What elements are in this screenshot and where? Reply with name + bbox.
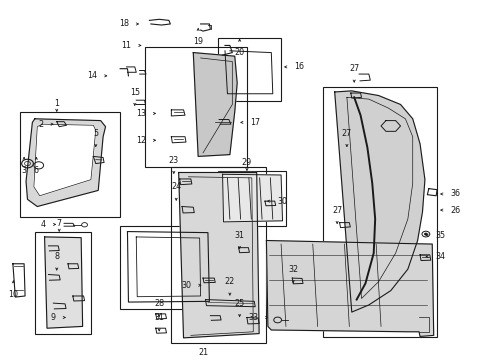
Text: 2: 2 bbox=[39, 120, 43, 129]
Text: 15: 15 bbox=[129, 87, 140, 96]
Text: 27: 27 bbox=[348, 64, 359, 73]
Text: 27: 27 bbox=[341, 129, 351, 138]
Text: 1: 1 bbox=[54, 99, 59, 108]
Polygon shape bbox=[44, 237, 82, 328]
Bar bbox=[217, 38, 281, 101]
Text: 16: 16 bbox=[294, 62, 304, 71]
Text: 3: 3 bbox=[21, 166, 26, 175]
Polygon shape bbox=[34, 124, 96, 196]
Text: 30: 30 bbox=[181, 281, 191, 290]
Text: 8: 8 bbox=[54, 252, 59, 261]
Text: 22: 22 bbox=[224, 277, 235, 286]
Text: 29: 29 bbox=[242, 158, 251, 167]
Polygon shape bbox=[178, 172, 259, 338]
Text: 25: 25 bbox=[234, 299, 244, 308]
Bar bbox=[322, 87, 436, 337]
Polygon shape bbox=[26, 119, 105, 207]
Text: 19: 19 bbox=[193, 37, 203, 46]
Text: 26: 26 bbox=[449, 206, 460, 215]
Text: 21: 21 bbox=[198, 348, 208, 357]
Text: 12: 12 bbox=[136, 136, 146, 145]
Polygon shape bbox=[334, 91, 424, 312]
Text: 35: 35 bbox=[435, 231, 445, 240]
Text: 10: 10 bbox=[8, 289, 19, 298]
Text: 30: 30 bbox=[277, 197, 286, 206]
Text: 24: 24 bbox=[171, 183, 181, 192]
Text: 9: 9 bbox=[51, 313, 56, 322]
Polygon shape bbox=[193, 53, 237, 156]
Polygon shape bbox=[222, 174, 282, 222]
Text: 14: 14 bbox=[87, 71, 97, 80]
Text: 27: 27 bbox=[331, 206, 342, 215]
Bar bbox=[120, 226, 215, 309]
Text: 31: 31 bbox=[234, 231, 244, 240]
Bar bbox=[144, 47, 246, 167]
Text: 34: 34 bbox=[435, 252, 445, 261]
Text: 32: 32 bbox=[287, 265, 298, 274]
Text: 6: 6 bbox=[34, 166, 39, 175]
Text: 20: 20 bbox=[234, 48, 244, 57]
Bar bbox=[20, 112, 120, 217]
Bar bbox=[217, 171, 285, 226]
Text: 36: 36 bbox=[449, 189, 459, 198]
Text: 11: 11 bbox=[121, 41, 131, 50]
Bar bbox=[171, 167, 266, 342]
Text: 13: 13 bbox=[136, 109, 146, 118]
Text: 5: 5 bbox=[93, 129, 98, 138]
Text: 31: 31 bbox=[154, 313, 164, 322]
Text: 17: 17 bbox=[250, 118, 260, 127]
Text: 4: 4 bbox=[41, 220, 46, 229]
Text: 23: 23 bbox=[168, 156, 179, 165]
Text: 18: 18 bbox=[119, 19, 129, 28]
Text: 28: 28 bbox=[154, 299, 164, 308]
Text: 33: 33 bbox=[247, 313, 258, 322]
Circle shape bbox=[424, 233, 427, 235]
Text: 7: 7 bbox=[57, 219, 61, 228]
Polygon shape bbox=[266, 240, 433, 337]
Bar bbox=[35, 231, 91, 334]
